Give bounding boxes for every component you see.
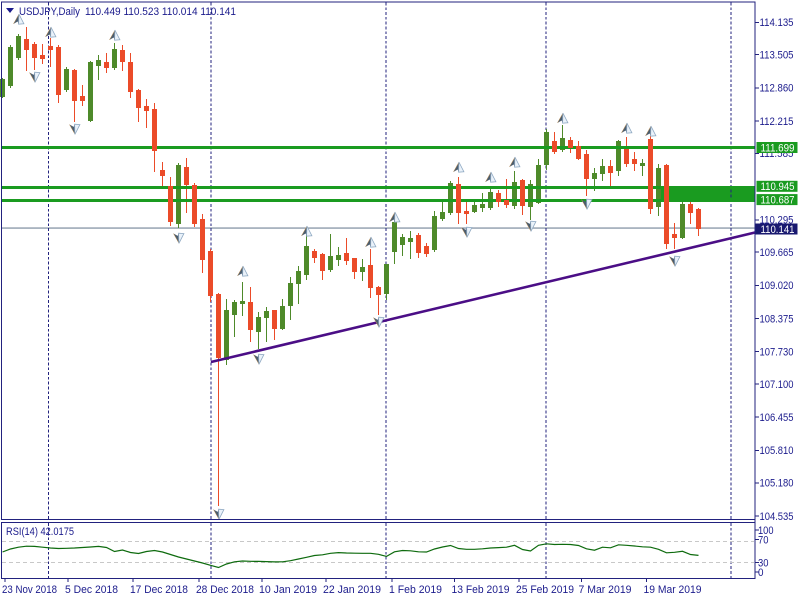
svg-text:70: 70 [758, 534, 769, 546]
svg-text:109.020: 109.020 [760, 280, 794, 292]
svg-text:107.730: 107.730 [760, 347, 794, 359]
svg-text:114.135: 114.135 [760, 17, 794, 29]
svg-text:28 Dec 2018: 28 Dec 2018 [196, 584, 254, 596]
svg-text:111.699: 111.699 [761, 142, 795, 154]
svg-text:19 Mar 2019: 19 Mar 2019 [644, 584, 702, 596]
svg-text:106.455: 106.455 [760, 412, 794, 424]
svg-text:100: 100 [758, 525, 774, 537]
svg-text:105.180: 105.180 [760, 478, 794, 490]
svg-text:5 Dec 2018: 5 Dec 2018 [65, 584, 118, 596]
svg-text:107.100: 107.100 [760, 379, 794, 391]
svg-text:104.535: 104.535 [760, 511, 794, 523]
svg-text:30: 30 [758, 557, 769, 569]
svg-text:13 Feb 2019: 13 Feb 2019 [452, 584, 510, 596]
svg-text:17 Dec 2018: 17 Dec 2018 [130, 584, 188, 596]
svg-text:7 Mar 2019: 7 Mar 2019 [579, 584, 632, 596]
svg-text:109.665: 109.665 [760, 247, 794, 259]
svg-text:25 Feb 2019: 25 Feb 2019 [516, 584, 574, 596]
svg-text:110.141: 110.141 [761, 224, 795, 236]
svg-text:110.687: 110.687 [761, 194, 795, 206]
svg-text:108.375: 108.375 [760, 313, 794, 325]
svg-text:110.945: 110.945 [761, 181, 795, 193]
svg-text:1 Feb 2019: 1 Feb 2019 [389, 584, 442, 596]
svg-text:22 Jan 2019: 22 Jan 2019 [323, 584, 381, 596]
svg-text:105.810: 105.810 [760, 445, 794, 457]
svg-text:23 Nov 2018: 23 Nov 2018 [2, 584, 57, 596]
svg-text:113.505: 113.505 [760, 50, 794, 62]
svg-text:USDJPY,Daily: USDJPY,Daily [19, 6, 80, 18]
svg-text:112.215: 112.215 [760, 116, 794, 128]
svg-text:112.860: 112.860 [760, 83, 794, 95]
svg-text:0: 0 [758, 567, 764, 579]
svg-text:10 Jan 2019: 10 Jan 2019 [259, 584, 317, 596]
svg-text:110.449 110.523 110.014 110.14: 110.449 110.523 110.014 110.141 [85, 6, 236, 18]
svg-text:RSI(14) 42.0175: RSI(14) 42.0175 [6, 526, 74, 538]
